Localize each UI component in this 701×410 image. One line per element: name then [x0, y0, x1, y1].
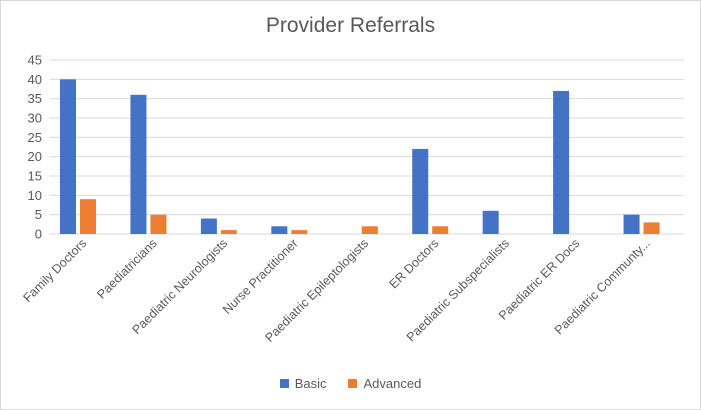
y-tick-label: 40	[28, 72, 42, 87]
bar-basic-0	[60, 79, 76, 234]
bar-advanced-8	[643, 222, 660, 234]
bar-basic-3	[271, 226, 288, 234]
bar-advanced-0	[80, 199, 96, 234]
legend: Basic Advanced	[0, 376, 701, 391]
y-tick-label: 25	[28, 130, 42, 145]
legend-item-advanced: Advanced	[348, 376, 421, 391]
y-tick-label: 5	[35, 207, 42, 222]
bar-basic-8	[623, 214, 640, 234]
bar-advanced-2	[220, 230, 237, 234]
bar-advanced-5	[432, 226, 449, 234]
legend-label-advanced: Advanced	[363, 376, 422, 391]
y-tick-label: 45	[28, 53, 42, 68]
bar-basic-5	[412, 148, 429, 234]
bar-basic-1	[130, 94, 147, 234]
x-tick-label: ER Doctors	[386, 236, 441, 291]
bar-basic-6	[482, 210, 499, 234]
x-tick-label: Paediatricians	[94, 236, 159, 301]
y-tick-label: 0	[35, 227, 42, 242]
y-tick-label: 10	[28, 188, 42, 203]
y-tick-label: 35	[28, 91, 42, 106]
legend-label-basic: Basic	[294, 376, 327, 391]
legend-swatch-basic	[279, 379, 289, 388]
bar-advanced-3	[291, 230, 308, 234]
y-tick-label: 15	[28, 169, 42, 184]
bar-basic-7	[553, 90, 570, 234]
x-tick-label: Nurse Practitioner	[220, 236, 301, 317]
chart-title: Provider Referrals	[265, 14, 436, 37]
y-tick-label: 20	[28, 149, 42, 164]
y-tick-label: 30	[28, 111, 42, 126]
bar-advanced-4	[361, 226, 378, 234]
bar-advanced-1	[150, 214, 167, 234]
legend-swatch-advanced	[348, 379, 358, 388]
bar-basic-2	[200, 218, 217, 234]
legend-item-basic: Basic	[279, 376, 327, 391]
x-tick-label: Family Doctors	[21, 236, 90, 305]
